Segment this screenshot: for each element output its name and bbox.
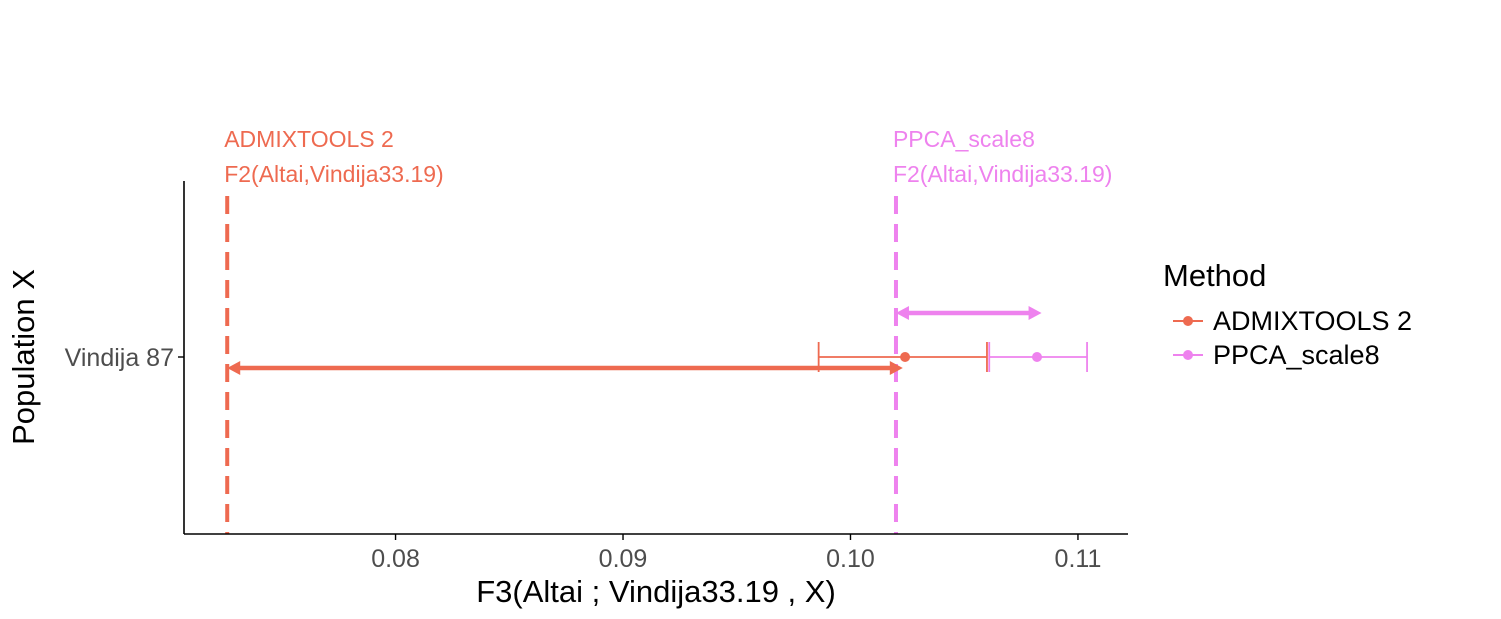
legend-label: ADMIXTOOLS 2 xyxy=(1213,305,1413,336)
y-axis-label: Population X xyxy=(6,269,41,445)
difference-arrows xyxy=(227,306,1042,375)
y-ticks: Vindija 87 xyxy=(65,344,184,372)
legend-item-admixtools2: ADMIXTOOLS 2 xyxy=(1163,304,1412,338)
x-axis-label: F3(Altai ; Vindija33.19 , X) xyxy=(476,574,836,609)
arrow-head-right xyxy=(889,361,903,375)
x-tick-label: 0.09 xyxy=(599,545,648,573)
x-tick-label: 0.08 xyxy=(371,545,420,573)
arrow-head-right xyxy=(1028,306,1042,320)
y-tick-label: Vindija 87 xyxy=(65,344,174,372)
reference-lines xyxy=(225,196,898,534)
legend-key-ppca-scale8 xyxy=(1171,338,1205,372)
data-point xyxy=(1032,352,1043,362)
reference-label-method: ADMIXTOOLS 2 xyxy=(224,126,394,152)
legend-label: PPCA_scale8 xyxy=(1213,339,1380,370)
x-tick-label: 0.11 xyxy=(1055,545,1102,573)
arrow-head-left xyxy=(227,361,241,375)
arrow-head-left xyxy=(895,306,909,320)
legend-key-admixtools2 xyxy=(1171,304,1205,338)
data-point xyxy=(900,352,911,362)
legend: Method ADMIXTOOLS 2 PPCA_scale8 xyxy=(1163,258,1412,372)
legend-title: Method xyxy=(1163,258,1267,293)
data-points xyxy=(900,352,1043,362)
x-ticks: 0.08 0.09 0.10 0.11 xyxy=(371,534,1101,573)
reference-label-stat: F2(Altai,Vindija33.19) xyxy=(224,161,443,187)
legend-item-ppca-scale8: PPCA_scale8 xyxy=(1163,338,1412,372)
reference-label-stat: F2(Altai,Vindija33.19) xyxy=(893,161,1112,187)
reference-label-method: PPCA_scale8 xyxy=(893,126,1035,152)
x-tick-label: 0.10 xyxy=(826,545,875,573)
reference-labels: ADMIXTOOLS 2 F2(Altai,Vindija33.19) PPCA_s… xyxy=(224,126,1112,187)
